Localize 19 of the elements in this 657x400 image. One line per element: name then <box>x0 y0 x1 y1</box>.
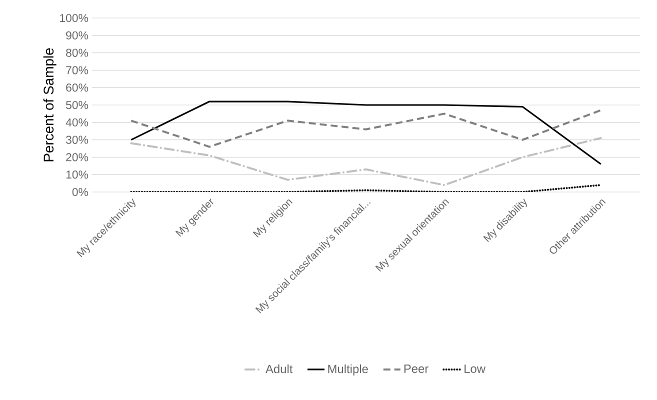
line-series <box>130 100 602 165</box>
y-axis-title: Percent of Sample <box>43 48 56 162</box>
y-tick-label: 40% <box>66 118 88 126</box>
y-tick-label: 70% <box>66 66 88 74</box>
y-tick-label: 10% <box>66 170 88 179</box>
legend-label: Peer <box>404 364 428 373</box>
legend-label: Multiple <box>328 364 368 376</box>
y-tick-label: 80% <box>66 48 88 57</box>
y-tick-label: 20% <box>66 153 88 162</box>
line-series <box>130 137 602 186</box>
legend-label: Low <box>464 364 486 373</box>
y-tick-label: 50% <box>66 100 88 110</box>
y-tick-label: 0% <box>72 188 88 196</box>
y-tick-label: 100% <box>60 14 88 22</box>
y-tick-label: 60% <box>66 84 88 92</box>
legend-label: Adult <box>265 364 293 374</box>
y-tick-label: 30% <box>66 136 88 144</box>
y-tick-label: 90% <box>66 31 88 40</box>
line-series <box>130 109 602 148</box>
